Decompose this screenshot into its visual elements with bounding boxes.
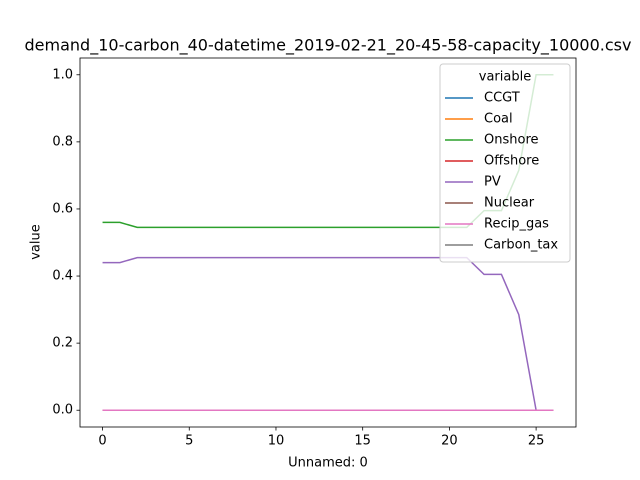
legend-label: Coal xyxy=(484,112,513,127)
y-axis-label: value xyxy=(29,224,44,260)
legend-label: Onshore xyxy=(484,133,539,148)
y-tick-label: 0.2 xyxy=(52,336,73,351)
legend-title: variable xyxy=(479,70,531,85)
chart-title: demand_10-carbon_40-datetime_2019-02-21_… xyxy=(25,36,632,56)
y-tick-label: 0.8 xyxy=(52,134,73,149)
x-tick-label: 0 xyxy=(98,434,106,449)
series-line xyxy=(102,256,554,411)
plot-area xyxy=(102,74,554,411)
x-tick-label: 20 xyxy=(441,434,458,449)
legend-label: PV xyxy=(484,175,501,190)
x-tick-label: 5 xyxy=(185,434,193,449)
axes-frame xyxy=(79,57,577,428)
y-tick-label: 0.6 xyxy=(52,201,73,216)
legend-label: Recip_gas xyxy=(484,217,549,232)
legend-label: Offshore xyxy=(484,154,539,169)
y-tick-label: 0.0 xyxy=(52,403,73,418)
x-tick-label: 25 xyxy=(528,434,545,449)
y-tick-label: 1.0 xyxy=(52,67,73,82)
y-tick-label: 0.4 xyxy=(52,269,73,284)
x-axis-label: Unnamed: 0 xyxy=(288,456,368,471)
legend-label: Carbon_tax xyxy=(484,238,558,253)
x-tick-label: 15 xyxy=(354,434,371,449)
legend-box xyxy=(439,63,571,263)
x-tick-label: 10 xyxy=(268,434,285,449)
legend-label: CCGT xyxy=(484,91,520,106)
legend-label: Nuclear xyxy=(484,196,535,211)
